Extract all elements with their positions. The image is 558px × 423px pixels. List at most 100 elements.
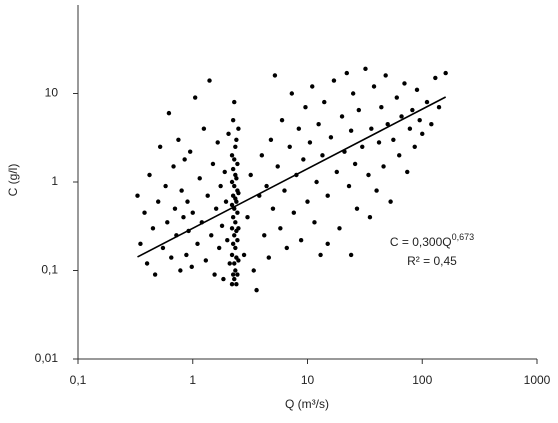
point <box>318 252 323 258</box>
point <box>207 78 212 83</box>
point <box>219 223 225 228</box>
point <box>348 128 354 133</box>
point <box>138 241 143 247</box>
point <box>216 245 222 251</box>
point <box>226 131 231 137</box>
point <box>248 172 253 178</box>
point <box>354 206 360 211</box>
point <box>221 276 226 282</box>
y-tick-label: 10 <box>45 86 59 100</box>
point <box>429 121 434 127</box>
point <box>229 202 235 208</box>
point <box>352 161 358 167</box>
point <box>147 172 152 178</box>
point <box>328 135 334 140</box>
point <box>266 255 272 260</box>
point <box>165 220 170 225</box>
point <box>236 226 241 231</box>
point <box>235 272 240 277</box>
point <box>234 282 239 287</box>
point <box>213 206 219 211</box>
point <box>303 105 308 110</box>
point <box>232 157 237 162</box>
point <box>371 84 377 89</box>
point <box>391 137 396 142</box>
point <box>245 215 250 220</box>
point <box>215 140 220 145</box>
point <box>388 199 393 204</box>
point <box>241 252 247 258</box>
point <box>197 176 202 181</box>
point <box>412 144 417 149</box>
point <box>218 183 223 189</box>
point <box>229 179 235 185</box>
point <box>350 91 356 96</box>
point <box>233 268 238 273</box>
point <box>185 199 190 204</box>
point <box>203 258 209 263</box>
point <box>278 226 283 231</box>
point <box>187 149 193 154</box>
y-tick-label: 0,1 <box>41 263 58 277</box>
point <box>236 258 241 263</box>
point <box>279 117 285 123</box>
point <box>236 126 241 131</box>
y-axis-title: C (g/l) <box>6 164 20 197</box>
point <box>223 199 229 204</box>
point <box>182 157 187 162</box>
point <box>379 105 384 110</box>
point <box>417 117 422 123</box>
x-tick-label: 10 <box>301 373 315 387</box>
point <box>385 121 390 127</box>
point <box>284 245 289 251</box>
point <box>282 188 287 193</box>
point <box>212 272 217 277</box>
x-tick-label: 0,1 <box>70 373 87 387</box>
point <box>135 193 140 198</box>
point <box>181 215 186 220</box>
point <box>369 126 374 131</box>
point <box>232 99 237 105</box>
point <box>229 282 235 287</box>
point <box>305 199 310 204</box>
x-tick-label: 100 <box>412 373 432 387</box>
point <box>367 215 373 220</box>
point <box>325 193 330 198</box>
point <box>171 164 176 169</box>
point <box>262 233 267 238</box>
point <box>232 261 237 266</box>
point <box>314 179 319 185</box>
point <box>331 78 337 83</box>
point <box>443 70 448 76</box>
point <box>209 233 214 238</box>
point <box>230 215 236 220</box>
point <box>320 153 325 158</box>
point <box>301 157 306 162</box>
point <box>270 206 276 211</box>
x-axis-title: Q (m³/s) <box>285 397 329 411</box>
point <box>356 107 362 113</box>
point <box>205 193 210 198</box>
point <box>348 252 354 258</box>
equation-text: C = 0,300Q <box>390 235 452 249</box>
point <box>339 114 345 119</box>
point <box>178 268 183 273</box>
x-tick-label: 1000 <box>524 373 551 387</box>
point <box>234 137 239 142</box>
point <box>233 220 238 225</box>
point <box>346 183 352 189</box>
point <box>229 153 235 158</box>
point <box>397 153 402 158</box>
point <box>312 220 317 225</box>
point <box>420 131 425 137</box>
point <box>176 137 181 142</box>
point <box>225 237 230 243</box>
equation: C = 0,300Q0,673 <box>390 232 474 249</box>
point <box>230 272 236 277</box>
point <box>298 237 304 243</box>
point <box>152 272 158 277</box>
point <box>287 144 292 149</box>
point <box>189 264 194 270</box>
point <box>150 226 156 231</box>
